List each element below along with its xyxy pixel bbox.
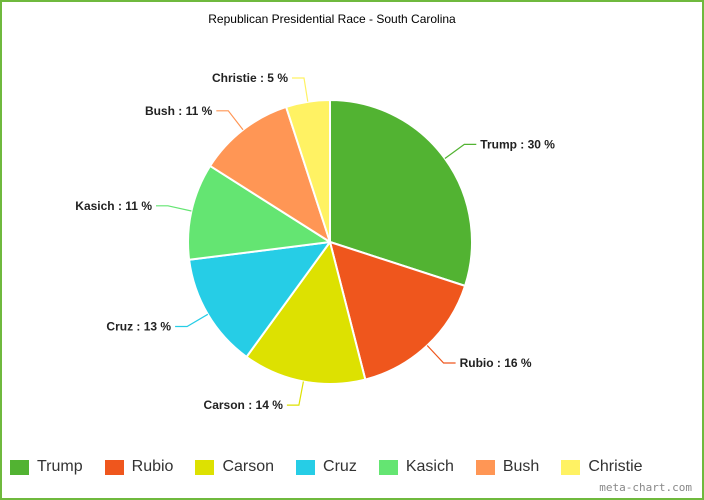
legend-label-rubio: Rubio [131, 458, 174, 475]
slice-label-trump: Trump : 30 % [480, 137, 555, 151]
leader-line-trump [444, 143, 477, 159]
legend-label-carson: Carson [222, 458, 275, 475]
legend-swatch-trump [10, 459, 29, 475]
leader-line-rubio [426, 345, 456, 364]
chart-title: Republican Presidential Race - South Car… [208, 12, 456, 26]
legend-swatch-bush [475, 459, 495, 475]
pie-slice-carson[interactable] [245, 241, 367, 385]
legend-label-cruz: Cruz [323, 458, 357, 475]
chart-legend: Trump Rubio Carson Cruz Kasich Bush Christie [10, 456, 700, 478]
legend-label-christie: Christie [588, 458, 643, 475]
slice-label-bush: Bush : 11 % [145, 104, 213, 118]
legend-item-bush[interactable]: Bush [475, 458, 540, 476]
leader-line-christie [292, 77, 309, 102]
pie-slice-kasich[interactable] [187, 164, 331, 261]
legend-item-cruz[interactable]: Cruz [296, 458, 357, 476]
legend-swatch-rubio [104, 459, 124, 475]
slice-label-rubio: Rubio : 16 % [460, 356, 532, 370]
slice-label-christie: Christie : 5 % [212, 71, 288, 85]
legend-label-trump: Trump [37, 458, 83, 475]
watermark: meta-chart.com [599, 481, 692, 494]
legend-label-bush: Bush [502, 458, 540, 475]
legend-swatch-carson [195, 459, 215, 475]
legend-item-rubio[interactable]: Rubio [104, 458, 174, 476]
slice-label-kasich: Kasich : 11 % [75, 199, 152, 213]
pie-slice-trump[interactable] [329, 99, 473, 287]
pie-slice-christie[interactable] [285, 99, 331, 243]
slice-label-carson: Carson : 14 % [204, 398, 284, 412]
legend-item-carson[interactable]: Carson [195, 458, 274, 476]
leader-line-kasich [156, 205, 192, 212]
legend-swatch-christie [561, 459, 581, 475]
legend-swatch-cruz [296, 459, 316, 475]
legend-item-christie[interactable]: Christie [561, 458, 643, 476]
legend-swatch-kasich [378, 459, 398, 475]
legend-item-kasich[interactable]: Kasich [378, 458, 454, 476]
legend-label-kasich: Kasich [405, 458, 454, 475]
leader-line-cruz [175, 313, 209, 328]
legend-item-trump[interactable]: Trump [10, 458, 83, 476]
pie-slice-rubio[interactable] [329, 241, 467, 381]
leader-line-carson [286, 381, 304, 406]
leader-line-bush [216, 110, 244, 131]
slice-label-cruz: Cruz : 13 % [106, 320, 171, 334]
